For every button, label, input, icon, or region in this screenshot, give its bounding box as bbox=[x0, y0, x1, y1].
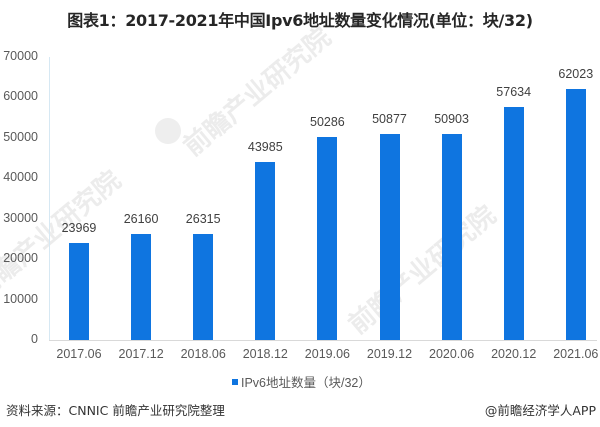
y-axis bbox=[49, 57, 50, 340]
bar bbox=[255, 162, 276, 340]
x-tick-label: 2018.06 bbox=[180, 347, 226, 361]
bar-value-label: 50286 bbox=[310, 114, 345, 129]
y-tick-label: 50000 bbox=[3, 129, 38, 144]
bar bbox=[379, 134, 400, 340]
bar bbox=[503, 106, 524, 340]
bar bbox=[565, 89, 586, 340]
y-tick-label: 20000 bbox=[3, 251, 38, 266]
y-tick-label: 0 bbox=[31, 332, 38, 346]
watermark-logo-icon bbox=[155, 118, 181, 144]
bar-value-label: 50903 bbox=[434, 112, 469, 127]
x-tick-label: 2019.06 bbox=[304, 347, 350, 361]
y-tick-label: 60000 bbox=[3, 89, 38, 104]
bar-value-label: 26315 bbox=[185, 211, 221, 226]
x-tick-label: 2020.12 bbox=[491, 347, 537, 361]
bar bbox=[193, 233, 214, 340]
source-note: 资料来源：CNNIC 前瞻产业研究院整理 bbox=[6, 403, 225, 418]
bar-value-label: 57634 bbox=[496, 84, 532, 99]
x-tick-label: 2018.12 bbox=[242, 347, 288, 361]
bar bbox=[317, 136, 338, 340]
bar bbox=[131, 234, 152, 340]
x-tick-label: 2021.06 bbox=[553, 347, 599, 361]
y-tick-label: 70000 bbox=[3, 49, 38, 63]
chart-title: 图表1：2017-2021年中国Ipv6地址数量变化情况(单位：块/32) bbox=[67, 11, 533, 30]
legend-swatch-icon bbox=[232, 378, 238, 385]
y-tick-label: 10000 bbox=[3, 291, 38, 306]
legend: IPv6地址数量（块/32） bbox=[232, 372, 371, 391]
bar-value-label: 62023 bbox=[558, 67, 594, 82]
bar bbox=[441, 134, 462, 340]
y-tick-label: 30000 bbox=[3, 210, 38, 225]
x-tick-label: 2019.12 bbox=[366, 347, 413, 361]
x-axis bbox=[49, 340, 597, 341]
x-tick-label: 2020.06 bbox=[429, 347, 475, 361]
credit-note: @前瞻经济学人APP bbox=[484, 403, 596, 418]
bar-value-label: 26160 bbox=[123, 212, 159, 227]
bar-value-label: 43985 bbox=[247, 140, 283, 155]
bar-value-label: 50877 bbox=[372, 112, 407, 127]
watermark: 前瞻产业研究院 bbox=[343, 200, 502, 341]
bar-value-label: 23969 bbox=[61, 221, 97, 236]
bar bbox=[69, 243, 89, 340]
x-tick-label: 2017.06 bbox=[56, 347, 102, 361]
y-tick-label: 40000 bbox=[3, 170, 38, 185]
legend-label: IPv6地址数量（块/32） bbox=[241, 376, 371, 390]
x-tick-label: 2017.12 bbox=[118, 347, 164, 361]
